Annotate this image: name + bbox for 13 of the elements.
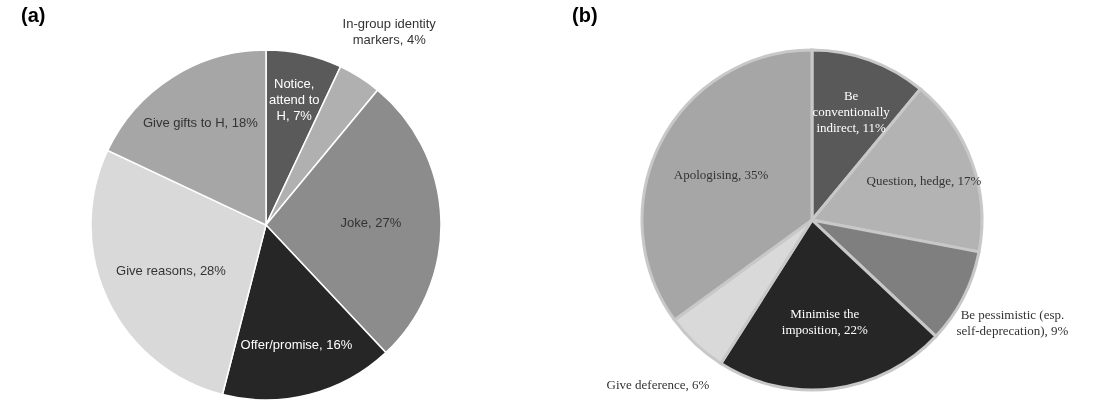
slice-label: Minimise the imposition, 22%	[781, 306, 868, 338]
slice-label: In-group identity markers, 4%	[342, 15, 437, 47]
slice-label: Give gifts to H, 18%	[142, 114, 259, 130]
slice-label: Notice, attend to H, 7%	[268, 75, 320, 123]
slice-label: Give reasons, 28%	[116, 262, 227, 278]
slice-label: Give deference, 6%	[606, 377, 710, 393]
slice-label: Joke, 27%	[340, 214, 402, 230]
slice-label: Be conventionally indirect, 11%	[812, 88, 891, 136]
slice-label: Apologising, 35%	[673, 166, 769, 182]
slice-label: Be pessimistic (esp. self-deprecation), 9%	[956, 307, 1069, 339]
slice-label: Offer/promise, 16%	[240, 336, 353, 352]
chart-title: (b)	[572, 4, 598, 26]
chart-title: (a)	[21, 4, 46, 26]
